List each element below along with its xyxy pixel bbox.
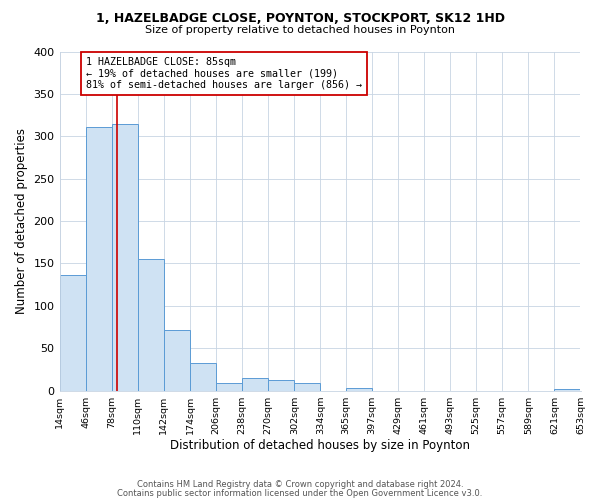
Bar — [242, 378, 268, 390]
Text: Contains HM Land Registry data © Crown copyright and database right 2024.: Contains HM Land Registry data © Crown c… — [137, 480, 463, 489]
X-axis label: Distribution of detached houses by size in Poynton: Distribution of detached houses by size … — [170, 440, 470, 452]
Bar — [138, 259, 164, 390]
Bar — [59, 276, 86, 390]
Text: Contains public sector information licensed under the Open Government Licence v3: Contains public sector information licen… — [118, 488, 482, 498]
Bar — [86, 127, 112, 390]
Text: 1, HAZELBADGE CLOSE, POYNTON, STOCKPORT, SK12 1HD: 1, HAZELBADGE CLOSE, POYNTON, STOCKPORT,… — [95, 12, 505, 26]
Bar — [216, 383, 242, 390]
Bar — [190, 364, 216, 390]
Text: Size of property relative to detached houses in Poynton: Size of property relative to detached ho… — [145, 25, 455, 35]
Y-axis label: Number of detached properties: Number of detached properties — [15, 128, 28, 314]
Bar — [268, 380, 295, 390]
Text: 1 HAZELBADGE CLOSE: 85sqm
← 19% of detached houses are smaller (199)
81% of semi: 1 HAZELBADGE CLOSE: 85sqm ← 19% of detac… — [86, 56, 362, 90]
Bar — [112, 124, 138, 390]
Bar — [295, 383, 320, 390]
Bar — [164, 330, 190, 390]
Bar — [554, 389, 581, 390]
Bar — [346, 388, 372, 390]
